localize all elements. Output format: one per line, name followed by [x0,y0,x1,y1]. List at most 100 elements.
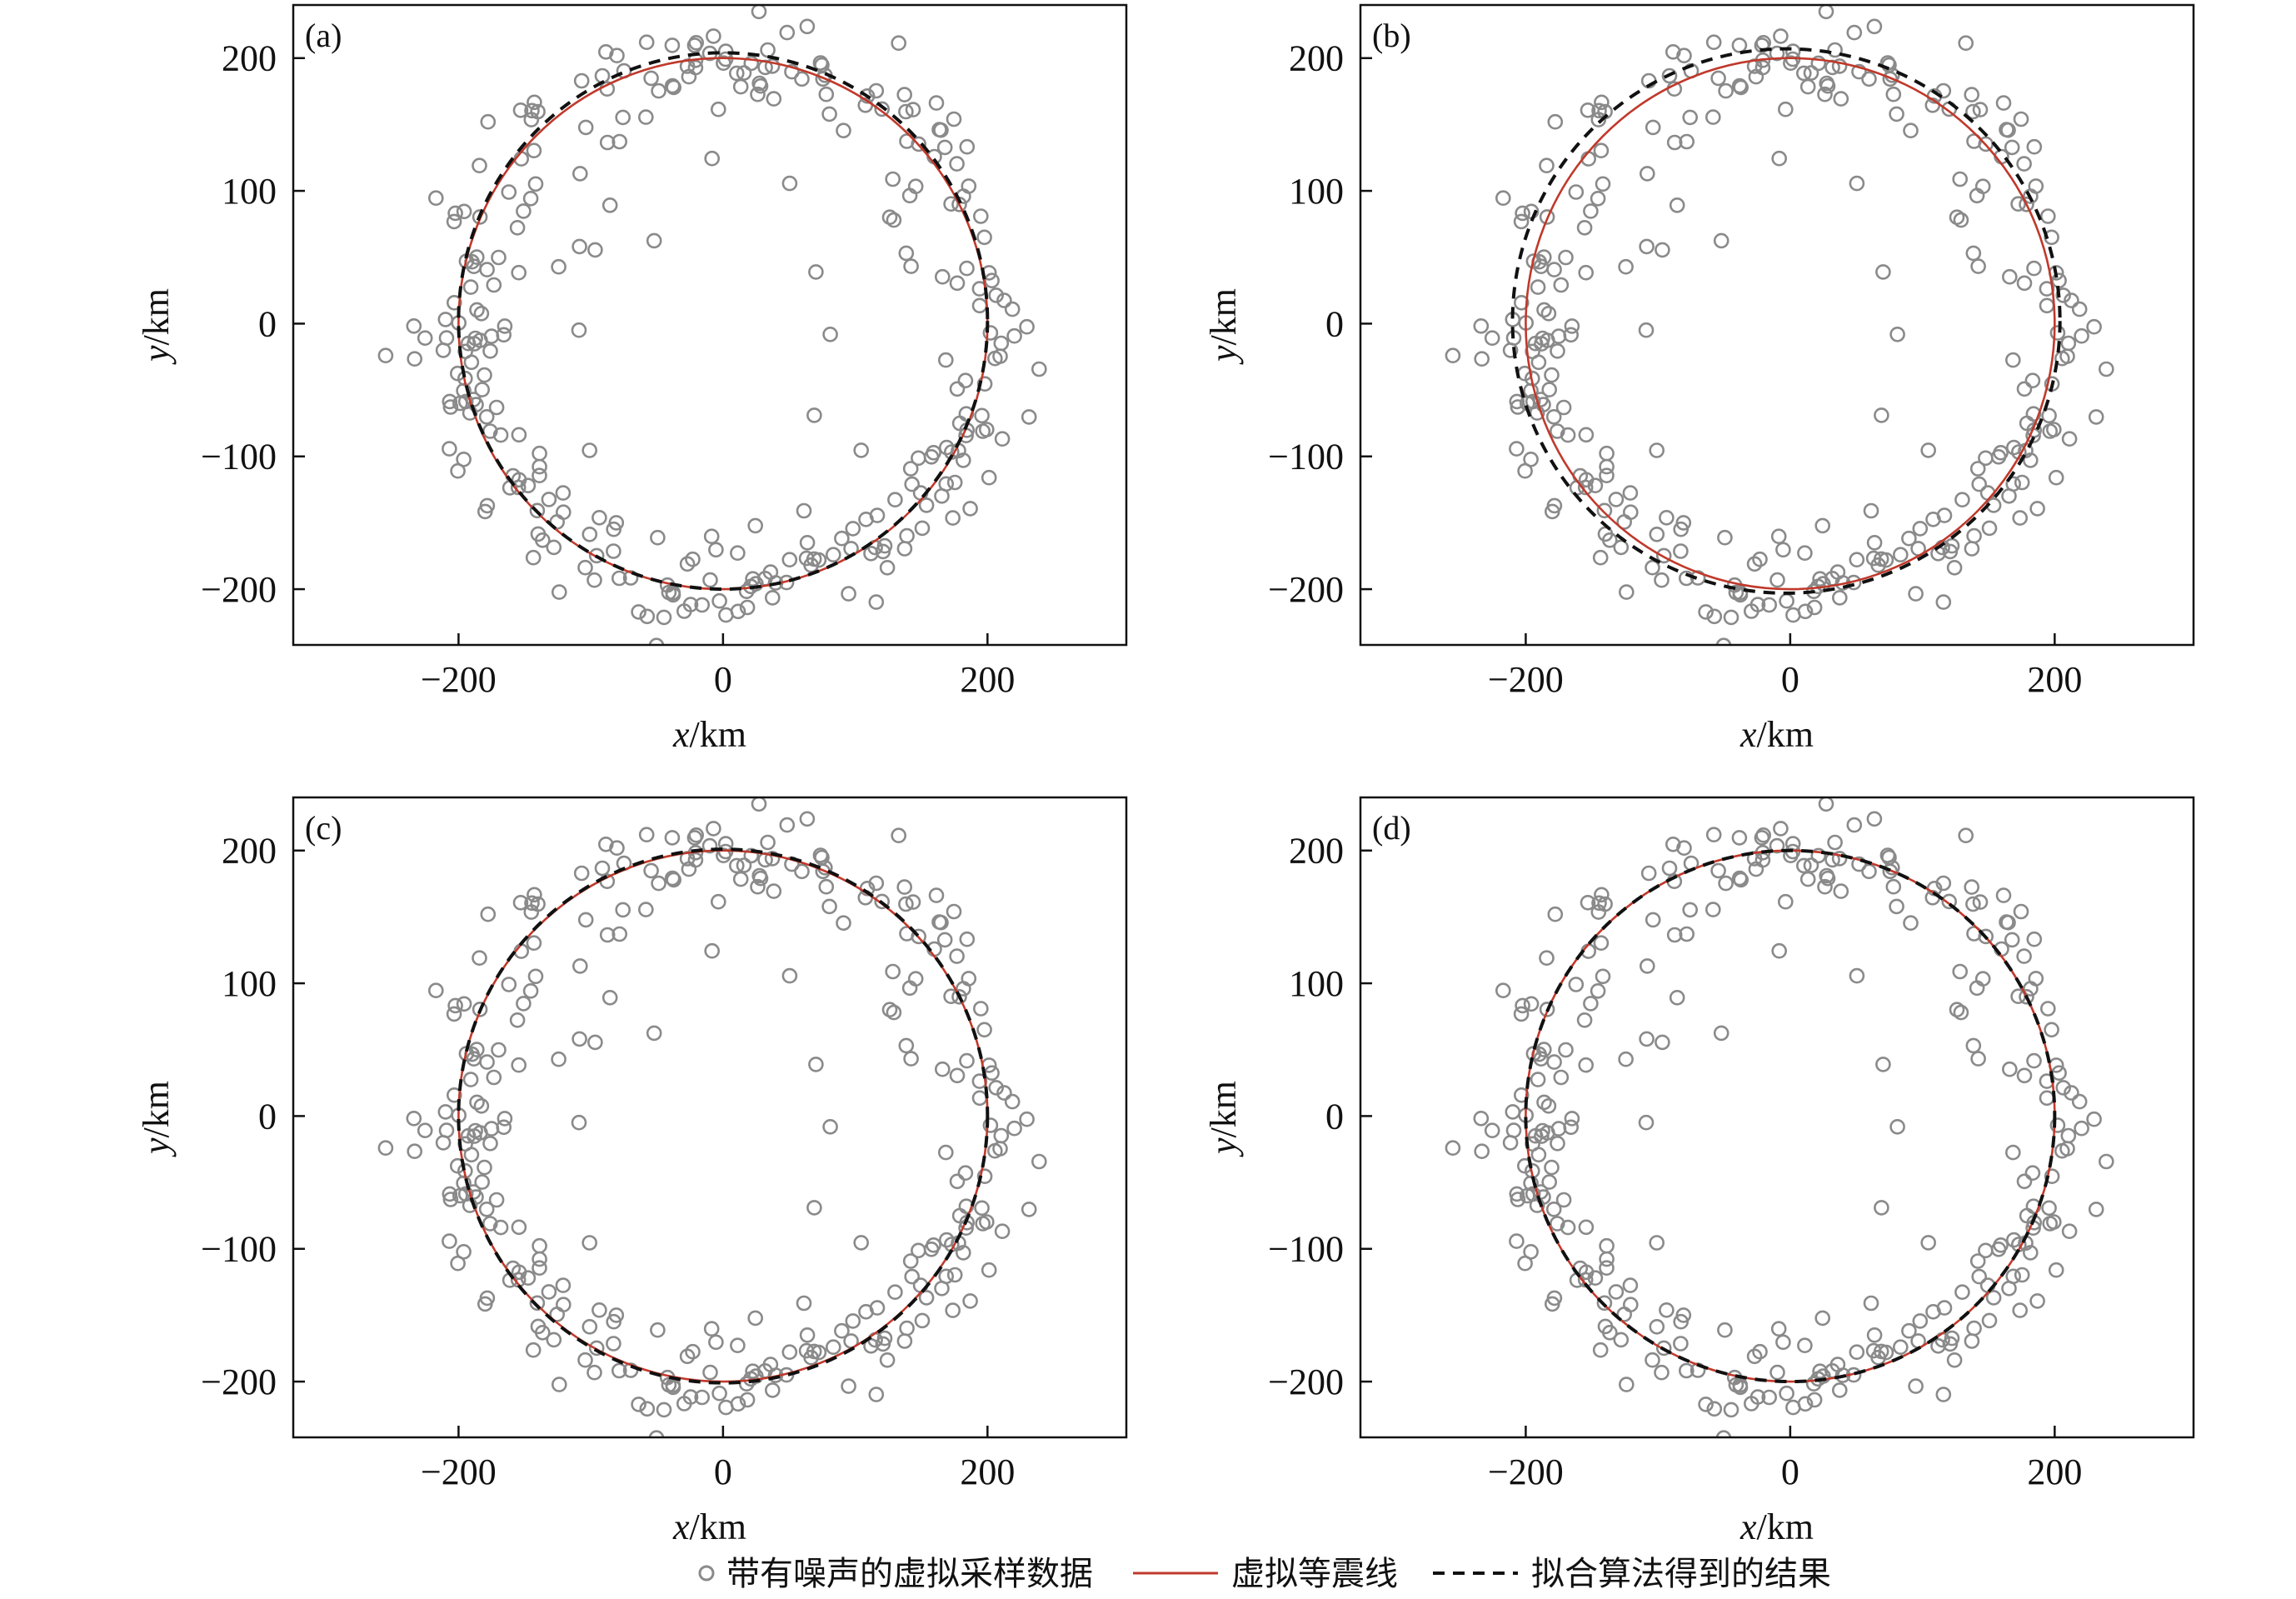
sample-point [2005,1144,2021,1161]
sample-point [1510,399,1526,415]
sample-point [1849,967,1865,984]
sample-point [1590,983,1606,999]
sample-point [1595,176,1611,192]
sample-point [501,977,517,992]
sample-point [532,467,547,484]
sample-point [1654,572,1670,588]
sample-point [2088,409,2104,425]
sample-point [2004,139,2020,156]
sample-point [1953,1004,1969,1021]
sample-point [438,1122,455,1138]
sample-point [1576,1012,1593,1028]
sample-point [1666,134,1683,151]
sample-point [1799,78,1816,95]
sample-point [1484,1122,1500,1138]
sample-point [1509,441,1525,457]
sample-point [1903,915,1919,931]
sample-point [467,1128,482,1144]
sample-point [2026,260,2042,277]
x-tick-label: 200 [960,1452,1015,1492]
sample-point [511,427,527,443]
sample-point [474,1174,491,1190]
sample-point [949,1067,966,1084]
sample-point [1744,603,1759,619]
sample-point [1819,870,1836,887]
sample-point [526,142,542,158]
sample-point [591,1302,607,1318]
sample-point [478,1202,495,1217]
sample-point [798,550,815,567]
sample-point [442,393,458,410]
sample-point [982,325,999,341]
sample-point [1645,119,1661,136]
sample-point [1591,102,1607,119]
sample-point [962,1293,978,1309]
y-tick-label: −100 [1268,1229,1344,1270]
sample-point [1622,1277,1639,1293]
sample-point [1817,86,1833,102]
sample-point [509,1012,526,1028]
sample-point [1006,327,1022,344]
sample-point [994,431,1011,447]
sample-point [1889,898,1904,915]
sample-point [1717,529,1733,546]
sample-point [2026,1052,2042,1069]
sample-point [1706,608,1723,625]
sample-point [2024,372,2041,389]
sample-point [427,982,444,998]
sample-point [1775,1334,1791,1351]
sample-point [482,342,498,359]
sample-point [976,1168,993,1184]
y-tick-label: 100 [222,171,277,212]
sample-point [1710,862,1726,879]
sample-point [676,1396,692,1412]
sample-point [546,1332,562,1348]
sample-point [728,857,745,874]
sample-point [1599,1260,1615,1276]
legend-samples-label: 带有噪声的虚拟采样数据 [726,1555,1093,1593]
sample-point [1851,63,1867,80]
sample-point [2005,352,2021,368]
sample-point [1723,1402,1739,1418]
sample-point [520,477,537,494]
sample-point [1006,1120,1022,1137]
sample-point [468,249,485,265]
sample-point [1748,861,1764,877]
sample-point [532,1260,547,1276]
sample-point [1540,1098,1557,1114]
sample-point [512,895,529,911]
sample-point [577,1352,593,1368]
sample-point [1814,1310,1830,1327]
sample-point [1474,1143,1490,1159]
sample-point [904,1268,920,1285]
sample-point [532,1237,547,1254]
sample-point [766,883,782,899]
sample-point [1833,883,1849,899]
sample-point [2004,932,2020,948]
sample-point [555,1277,572,1293]
sample-point [887,492,903,508]
sample-point [1846,817,1863,833]
sample-point [1993,1237,2009,1253]
sample-point [1866,811,1883,827]
sample-point [1595,968,1611,985]
sample-point [1941,893,1957,910]
sample-point [911,1242,926,1259]
sample-point [2048,1262,2064,1278]
sample-point [1706,1401,1723,1417]
plot-area [377,5,1047,665]
sample-point [1593,935,1610,951]
sample-point [686,652,700,665]
y-axis-label: y/km [136,1081,177,1157]
sample-point [591,509,607,526]
sample-point [2016,1173,2033,1190]
sample-point [1673,1313,1689,1330]
sample-point [1560,427,1576,443]
sample-point [1550,342,1565,359]
sample-point [1783,55,1799,71]
x-tick-label: −200 [1488,659,1564,700]
sample-point [896,87,912,102]
x-tick-label: 0 [714,659,732,700]
sample-point [1502,1135,1519,1151]
